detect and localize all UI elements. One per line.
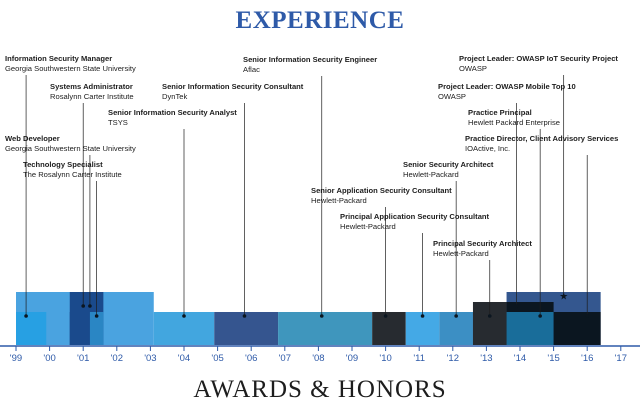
timeline-bar bbox=[553, 312, 601, 345]
position-label: Principal Security Architect Hewlett-Pack… bbox=[433, 239, 532, 258]
experience-title: EXPERIENCE bbox=[235, 7, 405, 34]
axis-tick-label: '14 bbox=[514, 353, 526, 364]
axis-tick-label: '09 bbox=[346, 353, 358, 364]
timeline-bar bbox=[506, 312, 554, 345]
position-label: Senior Security Architect Hewlett-Packard bbox=[403, 160, 494, 179]
position-marker bbox=[94, 314, 99, 318]
position-label: Information Security Manager Georgia Sout… bbox=[5, 54, 136, 73]
axis-tick-label: '05 bbox=[211, 353, 223, 364]
timeline-bar bbox=[214, 312, 279, 345]
axis-tick-label: '03 bbox=[144, 353, 156, 364]
position-label: Project Leader: OWASP IoT Security Proje… bbox=[459, 54, 618, 73]
position-marker bbox=[182, 314, 186, 318]
axis-tick-label: '99 bbox=[10, 353, 22, 364]
axis-tick-label: '17 bbox=[615, 353, 627, 364]
timeline-bar bbox=[278, 312, 373, 345]
timeline-bar bbox=[16, 312, 47, 345]
timeline-bar bbox=[89, 312, 104, 345]
position-label: Web Developer Georgia Southwestern State … bbox=[5, 134, 136, 153]
position-label: Senior Information Security Consultant Dy… bbox=[162, 82, 304, 101]
position-marker bbox=[81, 304, 85, 308]
axis-tick-label: '10 bbox=[379, 353, 391, 364]
axis-tick-label: '16 bbox=[581, 353, 593, 364]
axis-tick-label: '12 bbox=[447, 353, 459, 364]
awards-title: AWARDS & HONORS bbox=[193, 376, 447, 403]
position-marker bbox=[319, 314, 324, 318]
position-marker bbox=[514, 304, 519, 308]
position-label: Senior Information Security Analyst TSYS bbox=[108, 108, 237, 127]
position-label: Practice Director, Client Advisory Servi… bbox=[465, 134, 619, 153]
position-marker bbox=[383, 314, 388, 318]
axis-tick-label: '02 bbox=[111, 353, 123, 364]
axis-tick-label: '07 bbox=[279, 353, 291, 364]
axis-tick-label: '15 bbox=[547, 353, 559, 364]
position-label: Senior Application Security Consultant He… bbox=[311, 186, 452, 205]
position-marker bbox=[487, 314, 492, 318]
position-label: Technology Specialist The Rosalynn Carter… bbox=[23, 160, 122, 179]
timeline-bar bbox=[69, 312, 90, 345]
position-label: Practice Principal Hewlett Packard Enterp… bbox=[468, 108, 561, 127]
position-marker bbox=[454, 314, 458, 318]
position-marker bbox=[24, 314, 28, 318]
position-marker bbox=[420, 314, 425, 318]
axis-tick-label: '00 bbox=[43, 353, 55, 364]
position-label: Systems Administrator Rosalynn Carter Ins… bbox=[50, 82, 134, 101]
timeline-bar bbox=[372, 312, 406, 345]
axis-tick-label: '11 bbox=[413, 353, 425, 364]
position-marker bbox=[88, 304, 92, 308]
axis-tick-label: '01 bbox=[77, 353, 89, 364]
position-label: Principal Application Security Consultan… bbox=[340, 212, 490, 231]
position-label: Project Leader: OWASP Mobile Top 10 OWASP bbox=[438, 82, 576, 101]
axis-tick-label: '04 bbox=[178, 353, 190, 364]
axis-tick-label: '06 bbox=[245, 353, 257, 364]
axis-tick-label: '13 bbox=[480, 353, 492, 364]
position-label: Senior Information Security Engineer Afla… bbox=[243, 55, 378, 74]
axis-tick-label: '08 bbox=[312, 353, 324, 364]
star-marker: ★ bbox=[559, 292, 568, 303]
position-marker bbox=[538, 314, 542, 318]
position-marker bbox=[242, 314, 247, 318]
position-marker bbox=[585, 314, 589, 318]
